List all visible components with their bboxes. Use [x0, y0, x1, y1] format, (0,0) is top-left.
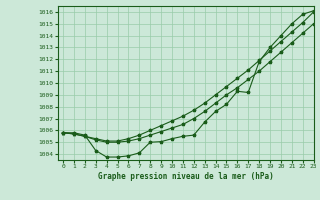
X-axis label: Graphe pression niveau de la mer (hPa): Graphe pression niveau de la mer (hPa) [98, 172, 274, 181]
